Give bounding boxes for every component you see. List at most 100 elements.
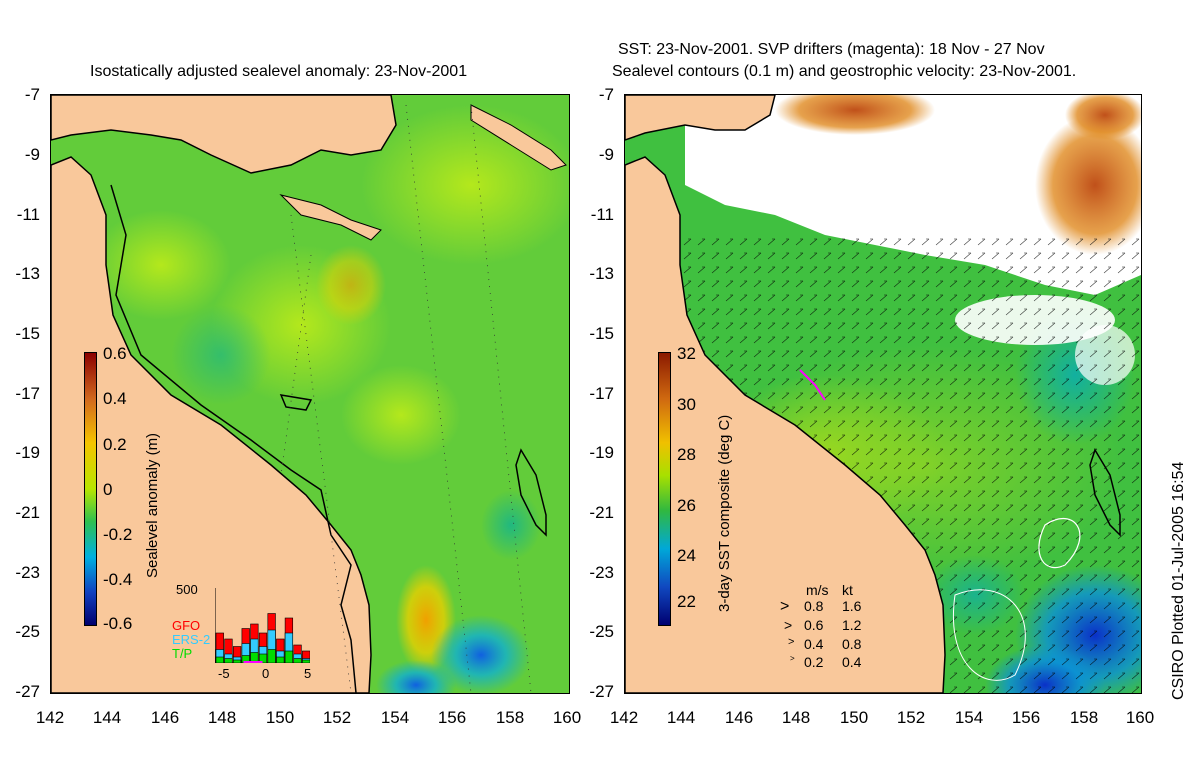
inset-bar xyxy=(267,649,276,663)
right-y-tick: -7 xyxy=(598,85,614,104)
inset-date-marker xyxy=(243,661,263,663)
right-x-tick: 154 xyxy=(954,708,984,727)
inset-legend-tp: T/P xyxy=(172,646,193,661)
velocity-legend: m/s kt > 0.8 1.6 > 0.6 1.2 > 0.4 0.8 > 0… xyxy=(780,582,880,672)
inset-bar xyxy=(302,650,310,663)
left-y-tick: -15 xyxy=(15,324,40,343)
right-drifter-track xyxy=(799,369,826,401)
left-colorbar-label: Sealevel anomaly (m) xyxy=(144,432,161,578)
right-panel-title-line2: Sealevel contours (0.1 m) and geostrophi… xyxy=(612,63,1077,80)
right-sst-map xyxy=(624,94,1142,694)
right-x-tick: 158 xyxy=(1069,708,1099,727)
inset-bar xyxy=(276,656,285,663)
velocity-legend-ms: 0.4 xyxy=(804,636,824,652)
right-x-tick: 142 xyxy=(609,708,639,727)
left-x-tick: 144 xyxy=(92,708,122,727)
right-sealevel-contour xyxy=(1038,518,1081,569)
left-x-tick: 150 xyxy=(265,708,295,727)
right-land-australia xyxy=(625,156,946,693)
right-cbar-tick: 26 xyxy=(677,496,696,515)
right-cbar-tick: 32 xyxy=(677,344,696,363)
left-land-islands-1 xyxy=(279,194,382,241)
velocity-arrow-icon: > xyxy=(780,598,790,615)
left-cbar-tick: -0.2 xyxy=(103,525,133,544)
csiro-credit: CSIRO Plotted 01-Jul-2005 16:54 xyxy=(1170,461,1187,700)
velocity-legend-header-ms: m/s xyxy=(806,582,829,598)
left-bathymetry-contour xyxy=(110,184,357,693)
left-cbar-tick: 0.4 xyxy=(103,389,127,408)
inset-bar xyxy=(232,659,242,663)
left-x-tick: 142 xyxy=(35,708,65,727)
right-x-tick: 148 xyxy=(781,708,811,727)
right-colorbar-label: 3-day SST composite (deg C) xyxy=(716,414,733,612)
left-y-tick: -11 xyxy=(16,205,40,224)
left-x-tick: 158 xyxy=(495,708,525,727)
left-panel-title: Isostatically adjusted sealevel anomaly:… xyxy=(90,63,468,80)
right-y-tick: -17 xyxy=(589,384,614,403)
inset-bar xyxy=(302,659,310,663)
left-cbar-tick: 0.6 xyxy=(103,344,127,363)
left-cbar-tick: 0 xyxy=(103,480,113,499)
right-x-tick: 150 xyxy=(839,708,869,727)
right-land-new-guinea xyxy=(625,95,776,141)
velocity-legend-header-kt: kt xyxy=(842,582,853,598)
velocity-legend-ms: 0.6 xyxy=(804,617,824,633)
velocity-arrow-icon: > xyxy=(788,636,795,648)
velocity-legend-kt: 0.4 xyxy=(842,654,862,670)
velocity-legend-ms: 0.8 xyxy=(804,598,824,614)
right-colorbar xyxy=(658,352,671,626)
right-cbar-tick: 30 xyxy=(677,395,696,414)
left-y-tick: -9 xyxy=(24,145,40,164)
inset-bar xyxy=(267,629,276,663)
right-panel-title-line1: SST: 23-Nov-2001. SVP drifters (magenta)… xyxy=(618,41,1045,58)
right-y-tick: -19 xyxy=(589,443,614,462)
left-land-solomon xyxy=(470,104,567,171)
right-x-tick: 156 xyxy=(1011,708,1041,727)
right-cbar-tick: 28 xyxy=(677,445,696,464)
velocity-arrow-icon: > xyxy=(784,617,793,633)
inset-legend-ers2: ERS-2 xyxy=(172,632,211,647)
right-y-tick: -21 xyxy=(589,503,614,522)
right-y-tick: -15 xyxy=(589,324,614,343)
inset-bar xyxy=(224,658,233,663)
left-y-tick: -27 xyxy=(15,682,40,701)
left-cbar-tick: -0.4 xyxy=(103,570,133,589)
left-cbar-tick: 0.2 xyxy=(103,435,127,454)
velocity-legend-kt: 1.2 xyxy=(842,617,862,633)
left-land-australia xyxy=(51,156,372,693)
inset-bar xyxy=(232,646,242,663)
left-y-tick: -7 xyxy=(24,85,40,104)
left-x-tick: 160 xyxy=(552,708,582,727)
left-x-tick: 154 xyxy=(380,708,410,727)
right-y-tick: -27 xyxy=(589,682,614,701)
velocity-arrow-icon: > xyxy=(790,654,795,663)
left-colorbar xyxy=(84,352,97,626)
inset-bar xyxy=(241,643,250,663)
right-x-tick: 146 xyxy=(724,708,754,727)
left-y-tick: -13 xyxy=(15,264,40,283)
left-y-tick: -19 xyxy=(15,443,40,462)
left-y-tick: -17 xyxy=(15,384,40,403)
inset-bar xyxy=(215,649,224,663)
inset-xtick: 5 xyxy=(304,666,312,681)
left-map-canvas xyxy=(51,95,569,693)
velocity-legend-ms: 0.2 xyxy=(804,654,824,670)
inset-bar xyxy=(241,655,250,663)
left-land-new-guinea xyxy=(51,95,397,174)
right-sealevel-contour-2 xyxy=(953,589,1026,681)
right-land-new-caledonia xyxy=(1089,448,1121,537)
right-cbar-tick: 22 xyxy=(677,592,696,611)
right-y-tick: -23 xyxy=(589,563,614,582)
inset-ymax-label: 500 xyxy=(176,582,198,597)
right-x-tick: 144 xyxy=(666,708,696,727)
inset-legend-gfo: GFO xyxy=(172,618,201,633)
inset-bar xyxy=(284,650,294,663)
inset-bar xyxy=(293,658,302,663)
right-y-tick: -13 xyxy=(589,264,614,283)
left-sealevel-map xyxy=(50,94,570,694)
inset-bar xyxy=(215,656,224,663)
right-y-tick: -11 xyxy=(590,205,614,224)
right-cbar-tick: 24 xyxy=(677,546,696,565)
inset-bar xyxy=(284,632,294,663)
right-x-tick: 160 xyxy=(1125,708,1155,727)
